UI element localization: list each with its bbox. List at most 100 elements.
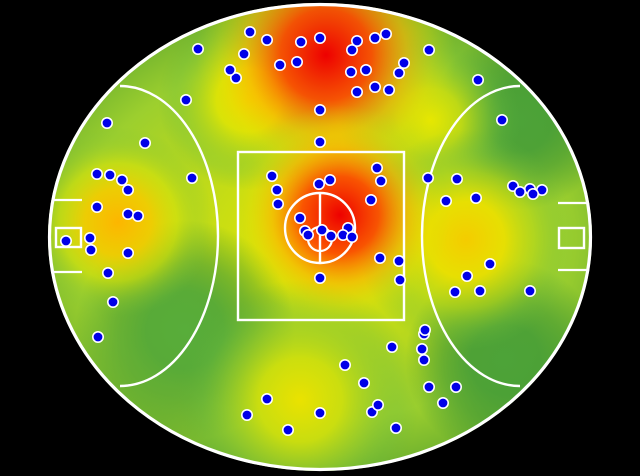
- right-penalty-arc: [420, 84, 521, 388]
- event-point: [238, 47, 251, 60]
- event-point: [122, 247, 135, 260]
- event-point: [415, 342, 428, 355]
- event-point: [345, 231, 358, 244]
- event-point: [265, 170, 278, 183]
- event-point: [350, 34, 363, 47]
- event-point: [313, 104, 326, 117]
- event-point: [244, 25, 257, 38]
- event-point: [421, 172, 434, 185]
- event-point: [107, 295, 120, 308]
- event-point: [379, 27, 392, 40]
- heat-hotspot: [48, 127, 213, 317]
- event-point: [422, 380, 435, 393]
- event-point: [436, 396, 449, 409]
- event-point: [186, 172, 199, 185]
- heat-hotspot: [230, 105, 450, 325]
- event-point: [192, 42, 205, 55]
- event-point: [312, 178, 325, 191]
- event-point: [357, 376, 370, 389]
- event-point: [417, 353, 430, 366]
- event-point: [368, 81, 381, 94]
- event-point: [473, 284, 486, 297]
- left-goal-box: [54, 226, 83, 249]
- event-point: [526, 188, 539, 201]
- event-point: [294, 35, 307, 48]
- event-point: [392, 255, 405, 268]
- event-point: [418, 323, 431, 336]
- event-point: [313, 406, 326, 419]
- pitch-markings: [50, 84, 590, 388]
- event-point: [345, 43, 358, 56]
- event-point: [139, 137, 152, 150]
- event-point: [92, 330, 105, 343]
- event-point: [448, 285, 461, 298]
- event-point: [469, 192, 482, 205]
- event-point: [313, 271, 326, 284]
- event-point: [338, 358, 351, 371]
- event-point: [260, 392, 273, 405]
- event-point: [313, 136, 326, 149]
- event-point: [260, 33, 273, 46]
- event-point: [422, 43, 435, 56]
- event-point: [371, 398, 384, 411]
- event-point: [116, 174, 129, 187]
- event-point: [382, 84, 395, 97]
- event-point: [483, 257, 496, 270]
- event-point: [350, 86, 363, 99]
- event-point: [84, 232, 97, 245]
- event-point: [364, 194, 377, 207]
- event-point: [385, 340, 398, 353]
- event-point: [290, 55, 303, 68]
- event-point: [273, 58, 286, 71]
- event-point: [241, 408, 254, 421]
- event-point: [101, 117, 114, 130]
- event-point: [344, 66, 357, 79]
- event-point: [374, 175, 387, 188]
- event-point: [271, 198, 284, 211]
- event-point: [85, 244, 98, 257]
- event-point: [495, 114, 508, 127]
- event-point: [324, 230, 337, 243]
- event-point: [224, 64, 237, 77]
- event-point: [450, 173, 463, 186]
- sideline-ticks: [50, 198, 590, 274]
- event-points-layer: [59, 25, 548, 436]
- event-point: [359, 64, 372, 77]
- event-point: [370, 162, 383, 175]
- event-point: [523, 284, 536, 297]
- event-point: [471, 74, 484, 87]
- event-point: [397, 56, 410, 69]
- event-point: [104, 169, 117, 182]
- event-point: [368, 31, 381, 44]
- right-goal-box: [557, 226, 586, 250]
- event-point: [230, 72, 243, 85]
- event-point: [270, 184, 283, 197]
- center-penalty-box: [236, 150, 406, 322]
- event-point: [389, 421, 402, 434]
- event-point: [313, 31, 326, 44]
- event-point: [373, 252, 386, 265]
- left-penalty-arc: [119, 84, 220, 388]
- event-point: [59, 235, 72, 248]
- event-point: [281, 423, 294, 436]
- event-point: [91, 168, 104, 181]
- event-point: [449, 380, 462, 393]
- event-point: [293, 212, 306, 225]
- field-boundary: [47, 2, 593, 472]
- event-point: [513, 186, 526, 199]
- event-point: [91, 201, 104, 214]
- event-point: [102, 266, 115, 279]
- event-point: [315, 224, 328, 237]
- event-point: [180, 94, 193, 107]
- event-point: [460, 269, 473, 282]
- event-point: [132, 210, 145, 223]
- event-point: [301, 229, 314, 242]
- event-point: [392, 67, 405, 80]
- event-point: [439, 195, 452, 208]
- event-point: [393, 273, 406, 286]
- event-point: [323, 174, 336, 187]
- event-point: [122, 184, 135, 197]
- event-point: [122, 208, 135, 221]
